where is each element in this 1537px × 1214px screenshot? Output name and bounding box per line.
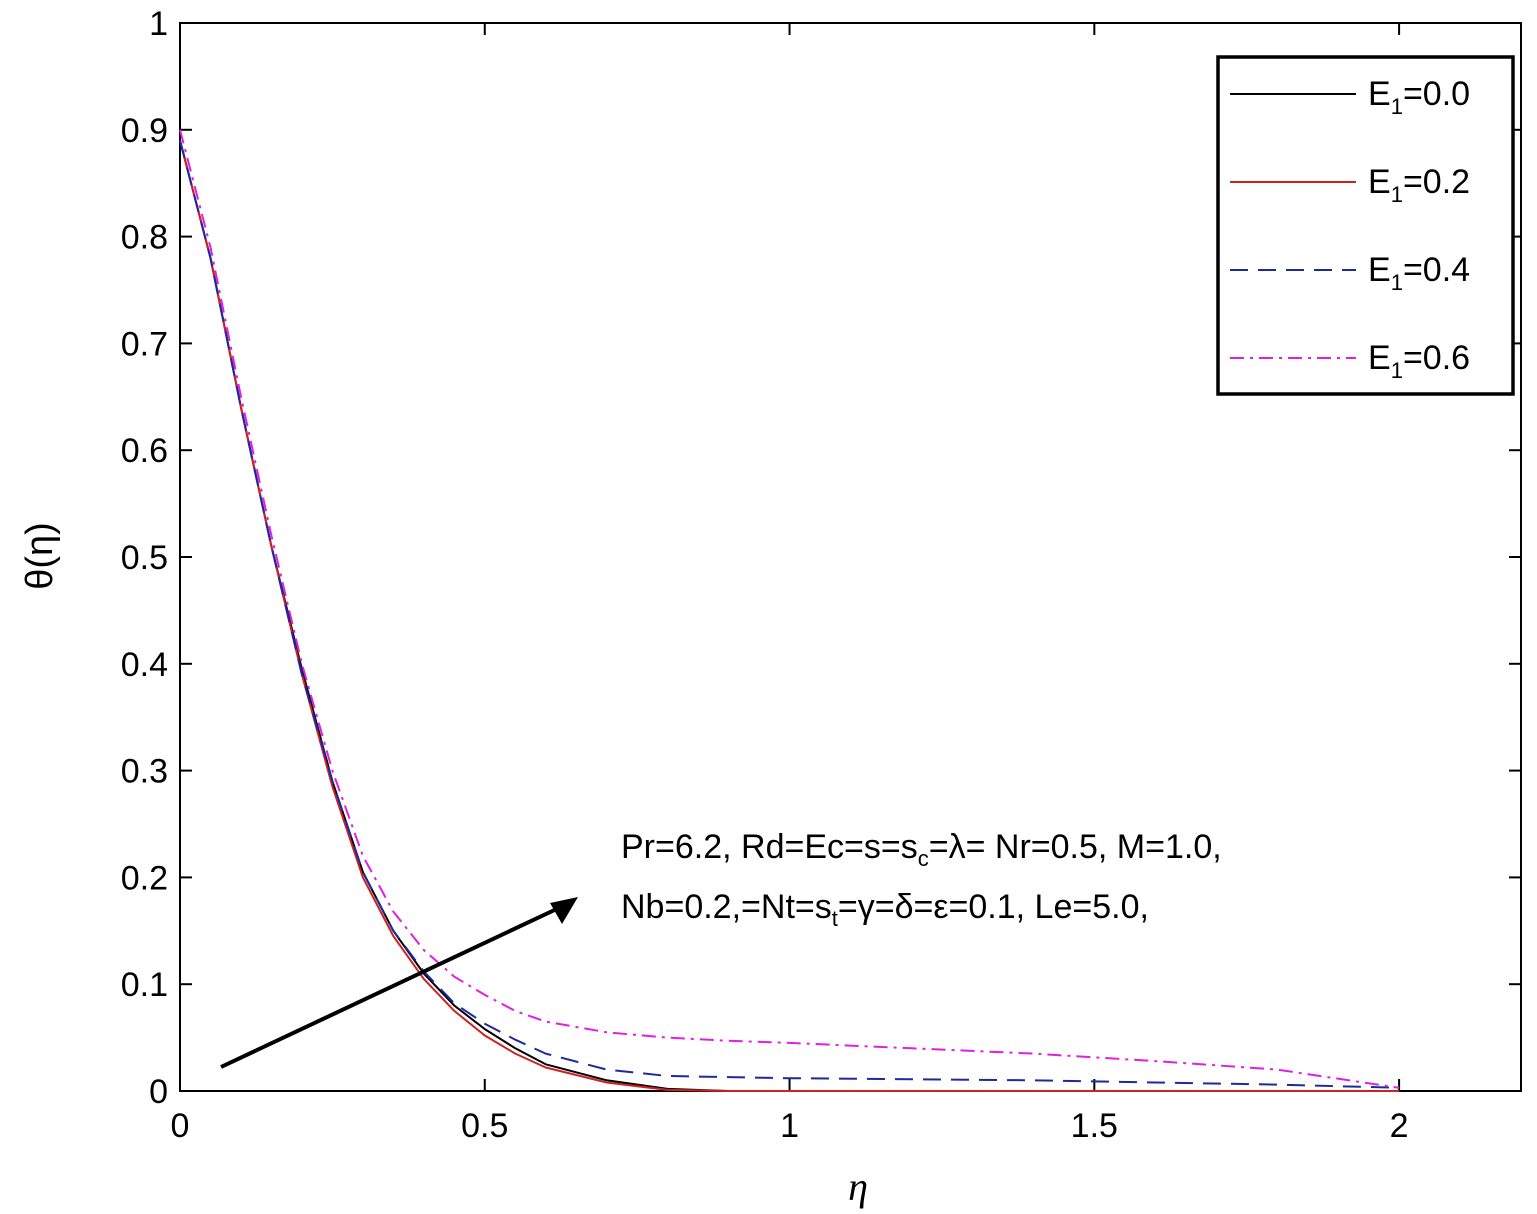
annotation-line-2: Nb=0.2,=Nt=st=γ=δ=ε=0.1, Le=5.0, (621, 888, 1149, 931)
legend-label: E1=0.0 (1368, 75, 1470, 119)
y-tick-label: 0.7 (121, 325, 168, 363)
y-tick-label: 0.3 (121, 753, 168, 791)
annotation-line-2-sub: t (832, 906, 838, 931)
x-tick-label: 1 (780, 1107, 799, 1145)
arrowhead-icon (550, 897, 578, 924)
x-tick-label: 0.5 (461, 1107, 508, 1145)
annotation-arrow (220, 897, 578, 1069)
y-tick-label: 0.6 (121, 432, 168, 470)
y-tick-label: 1 (149, 5, 168, 43)
y-tick-label: 0.5 (121, 539, 168, 577)
annotation-line-1: Pr=6.2, Rd=Ec=s=sc=λ= Nr=0.5, M=1.0, (621, 828, 1222, 871)
y-tick-label: 0.1 (121, 966, 168, 1004)
series-line-1 (179, 140, 1400, 1092)
legend: E1=0.0 E1=0.2 E1=0.4 E1=0.6 (1216, 55, 1515, 396)
series-line-2 (179, 140, 1400, 1089)
legend-entries: E1=0.0 E1=0.2 E1=0.4 E1=0.6 (1230, 75, 1470, 383)
y-axis-label: θ(η) (19, 522, 61, 590)
annotation-line-2-b: =γ=δ=ε=0.1, Le=5.0, (838, 888, 1149, 926)
axis-ticks: 0 0.5 1 1.5 2 0 0.1 0.2 0.3 0.4 0.5 0.6 0.7 0.8 0.9 1 (121, 5, 1521, 1145)
x-tick-label: 2 (1390, 1107, 1409, 1145)
series-line-3 (179, 129, 1400, 1089)
series-layer (179, 129, 1400, 1092)
y-tick-label: 0 (149, 1073, 168, 1111)
legend-label: E1=0.2 (1368, 163, 1470, 207)
legend-box (1216, 55, 1515, 396)
legend-label: E1=0.6 (1368, 339, 1470, 383)
x-axis-label: η (848, 1164, 868, 1209)
y-tick-label: 0.8 (121, 219, 168, 257)
annotation-line-2-a: Nb=0.2,=Nt=s (621, 888, 832, 926)
legend-label: E1=0.4 (1368, 251, 1470, 295)
y-tick-label: 0.9 (121, 112, 168, 150)
annotation-line-1-sub: c (918, 846, 929, 871)
annotation-line-1-b: =λ= Nr=0.5, M=1.0, (929, 828, 1222, 866)
x-tick-label: 0 (171, 1107, 190, 1145)
y-tick-label: 0.4 (121, 646, 168, 684)
series-line-0 (179, 140, 1400, 1092)
annotation-line-1-a: Pr=6.2, Rd=Ec=s=s (621, 828, 918, 866)
x-tick-label: 1.5 (1071, 1107, 1118, 1145)
y-tick-label: 0.2 (121, 859, 168, 897)
